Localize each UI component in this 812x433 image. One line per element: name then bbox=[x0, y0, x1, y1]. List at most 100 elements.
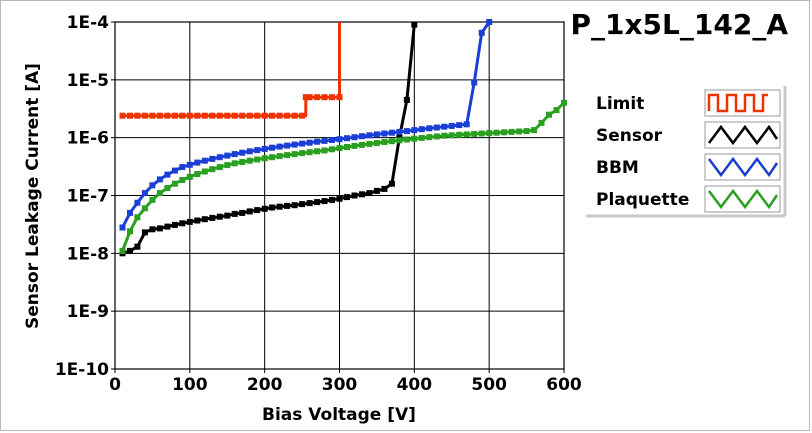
data-point-plaquette bbox=[291, 151, 298, 158]
data-point-bbm bbox=[209, 155, 216, 162]
data-point-sensor bbox=[127, 247, 133, 254]
data-point-limit bbox=[134, 112, 141, 119]
data-point-bbm bbox=[366, 132, 373, 139]
data-point-sensor bbox=[284, 202, 291, 209]
data-point-bbm bbox=[261, 145, 268, 152]
data-point-plaquette bbox=[306, 149, 313, 156]
data-point-plaquette bbox=[231, 160, 238, 167]
x-tick-label: 400 bbox=[397, 375, 433, 395]
data-point-bbm bbox=[171, 167, 178, 174]
series-limit bbox=[119, 22, 343, 119]
series-line-sensor bbox=[122, 24, 416, 255]
data-point-plaquette bbox=[314, 148, 321, 155]
y-tick-label: 1E-8 bbox=[67, 244, 109, 264]
data-point-plaquette bbox=[216, 164, 223, 171]
legend-item-sensor: Sensor bbox=[596, 121, 781, 149]
data-point-limit bbox=[209, 112, 216, 119]
legend-swatch-frame bbox=[704, 153, 781, 181]
data-point-limit bbox=[321, 94, 328, 101]
data-point-sensor bbox=[388, 180, 395, 187]
data-point-bbm bbox=[486, 19, 493, 25]
data-point-plaquette bbox=[426, 134, 433, 141]
data-point-plaquette bbox=[201, 168, 208, 175]
data-point-bbm bbox=[254, 147, 261, 154]
x-tick-label: 100 bbox=[172, 375, 208, 395]
data-point-limit bbox=[306, 94, 313, 101]
data-point-plaquette bbox=[261, 155, 268, 162]
y-tick-label: 1E-6 bbox=[67, 129, 109, 149]
data-point-plaquette bbox=[164, 185, 171, 191]
data-point-bbm bbox=[478, 29, 485, 36]
data-point-sensor bbox=[194, 217, 201, 224]
data-point-sensor bbox=[366, 190, 373, 197]
data-point-bbm bbox=[216, 154, 223, 161]
data-point-plaquette bbox=[553, 107, 560, 114]
data-point-limit bbox=[171, 112, 178, 119]
y-tick-label: 1E-7 bbox=[67, 187, 109, 207]
data-point-plaquette bbox=[448, 132, 455, 139]
data-point-plaquette bbox=[351, 142, 358, 149]
data-point-plaquette bbox=[373, 140, 380, 146]
data-point-plaquette bbox=[411, 135, 418, 142]
legend-label-sensor: Sensor bbox=[596, 126, 663, 146]
data-point-plaquette bbox=[359, 141, 365, 148]
data-point-bbm bbox=[291, 141, 298, 148]
x-tick-label: 600 bbox=[546, 375, 582, 395]
data-point-sensor bbox=[359, 191, 365, 198]
data-point-plaquette bbox=[141, 205, 148, 212]
data-point-bbm bbox=[149, 182, 156, 189]
data-point-bbm bbox=[276, 143, 283, 150]
data-point-plaquette bbox=[171, 180, 178, 187]
data-point-bbm bbox=[156, 176, 163, 183]
data-point-plaquette bbox=[224, 162, 231, 169]
data-point-limit bbox=[231, 112, 238, 119]
data-point-plaquette bbox=[321, 147, 328, 154]
data-point-bbm bbox=[373, 131, 380, 138]
data-point-sensor bbox=[231, 210, 238, 217]
data-point-plaquette bbox=[299, 150, 306, 157]
y-axis-title: Sensor Leakage Current [A] bbox=[23, 63, 43, 329]
data-point-bbm bbox=[403, 128, 410, 135]
data-point-sensor bbox=[351, 192, 358, 199]
y-tick-label: 1E-5 bbox=[67, 71, 109, 91]
data-point-bbm bbox=[299, 140, 306, 147]
data-point-bbm bbox=[141, 190, 148, 197]
data-point-bbm bbox=[441, 123, 448, 130]
data-point-bbm bbox=[471, 79, 478, 86]
data-point-plaquette bbox=[516, 128, 523, 135]
data-point-limit bbox=[291, 112, 298, 119]
data-point-plaquette bbox=[134, 214, 141, 221]
data-point-limit bbox=[179, 112, 186, 119]
data-point-plaquette bbox=[523, 128, 530, 135]
data-point-plaquette bbox=[329, 146, 335, 153]
data-point-bbm bbox=[381, 130, 388, 137]
data-point-bbm bbox=[314, 138, 321, 145]
data-point-limit bbox=[239, 112, 246, 119]
data-point-bbm bbox=[201, 157, 208, 164]
data-point-sensor bbox=[216, 213, 223, 220]
x-axis-title: Bias Voltage [V] bbox=[262, 405, 416, 425]
data-point-sensor bbox=[156, 225, 163, 232]
data-point-bbm bbox=[269, 144, 276, 151]
data-point-plaquette bbox=[246, 157, 253, 164]
data-point-bbm bbox=[164, 171, 171, 178]
data-point-bbm bbox=[224, 152, 231, 159]
data-point-sensor bbox=[179, 220, 186, 227]
y-tick-label: 1E-9 bbox=[67, 302, 109, 322]
data-point-bbm bbox=[119, 224, 126, 231]
data-point-limit bbox=[284, 112, 291, 119]
data-point-sensor bbox=[186, 218, 193, 225]
x-tick-label: 300 bbox=[322, 375, 358, 395]
data-point-limit bbox=[314, 94, 321, 101]
data-point-plaquette bbox=[179, 177, 186, 183]
data-point-plaquette bbox=[276, 153, 283, 160]
chart-title: P_1x5L_142_A bbox=[570, 8, 788, 41]
data-point-sensor bbox=[171, 221, 178, 228]
data-point-plaquette bbox=[471, 130, 478, 137]
data-point-plaquette bbox=[388, 138, 395, 145]
data-point-plaquette bbox=[561, 99, 567, 106]
data-point-plaquette bbox=[478, 130, 485, 137]
data-point-plaquette bbox=[531, 127, 538, 134]
legend-item-bbm: BBM bbox=[596, 153, 781, 181]
